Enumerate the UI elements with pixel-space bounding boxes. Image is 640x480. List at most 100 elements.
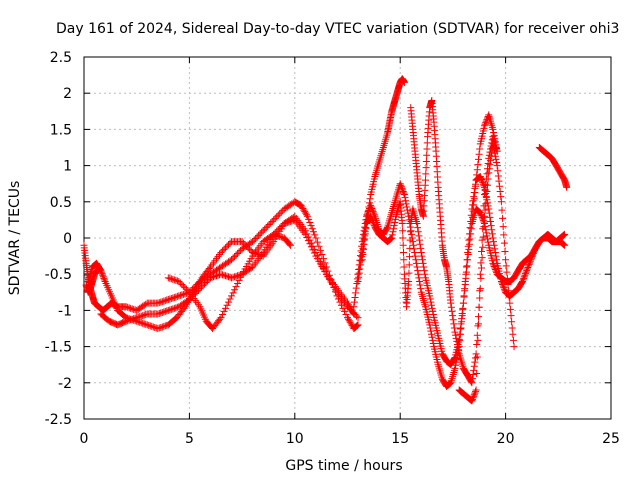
data-point (223, 242, 231, 250)
data-point (301, 208, 309, 216)
data-point (458, 310, 466, 318)
data-point (452, 331, 460, 339)
data-point (158, 298, 166, 306)
data-point (486, 148, 494, 156)
data-point (154, 310, 162, 318)
data-point (560, 241, 568, 249)
data-point (158, 323, 166, 331)
data-point (493, 144, 501, 152)
data-point (178, 281, 186, 289)
data-point (179, 290, 187, 298)
data-point (223, 272, 231, 280)
data-point (306, 240, 314, 248)
data-point (125, 304, 133, 312)
data-point (299, 205, 307, 213)
data-point (246, 245, 254, 253)
data-point (362, 220, 370, 228)
data-point (399, 227, 407, 235)
data-point (416, 240, 424, 248)
data-point (361, 223, 369, 231)
data-point (414, 228, 422, 236)
x-tick-label: 0 (80, 431, 89, 447)
data-point (423, 151, 431, 159)
data-point (370, 209, 378, 217)
data-point (490, 262, 498, 270)
data-point (298, 203, 306, 211)
data-point (477, 174, 485, 182)
data-point (478, 212, 486, 220)
data-point (476, 209, 484, 217)
data-point (520, 274, 528, 282)
data-point (466, 235, 474, 243)
data-point (478, 176, 486, 184)
data-point (155, 299, 163, 307)
data-point (499, 214, 507, 222)
y-tick-label: -1 (58, 303, 72, 319)
data-point (500, 231, 508, 239)
data-point (367, 214, 375, 222)
data-point (495, 177, 503, 185)
x-axis-label: GPS time / hours (285, 458, 402, 474)
data-point (280, 220, 288, 228)
data-point (422, 164, 430, 172)
data-point (220, 271, 228, 279)
data-point (405, 261, 413, 269)
data-point (473, 341, 481, 349)
data-point (488, 226, 496, 234)
data-point (350, 303, 358, 311)
data-point (364, 207, 372, 215)
data-point (478, 254, 486, 262)
y-tick-label: 0.5 (50, 195, 72, 211)
data-point (497, 193, 505, 201)
data-point (426, 292, 434, 300)
data-point (523, 267, 531, 275)
data-point (311, 231, 319, 239)
data-point (465, 240, 473, 248)
data-point (487, 222, 495, 230)
data-point (208, 273, 216, 281)
data-point (496, 187, 504, 195)
data-point (355, 273, 363, 281)
data-point (397, 181, 405, 189)
data-point (508, 318, 516, 326)
data-point (449, 312, 457, 320)
data-point (524, 262, 532, 270)
data-point (481, 122, 489, 130)
data-point (219, 311, 227, 319)
data-point (469, 207, 477, 215)
data-point (461, 287, 469, 295)
x-tick-label: 20 (497, 431, 515, 447)
data-point (494, 172, 502, 180)
data-point (247, 264, 255, 272)
data-point (456, 325, 464, 333)
data-point (418, 252, 426, 260)
data-point (406, 236, 414, 244)
data-point (169, 294, 177, 302)
data-point (468, 397, 476, 405)
data-point (232, 251, 240, 259)
data-point (411, 252, 419, 260)
data-point (400, 191, 408, 199)
data-point (287, 241, 295, 249)
data-point (229, 273, 237, 281)
data-point (462, 268, 470, 276)
data-point (136, 313, 144, 321)
data-point (252, 235, 260, 243)
data-point (500, 285, 508, 293)
data-point (137, 312, 145, 320)
data-point (467, 225, 475, 233)
data-point (285, 218, 293, 226)
data-point (222, 244, 230, 252)
data-point (351, 293, 359, 301)
data-point (484, 235, 492, 243)
data-point (482, 226, 490, 234)
data-point (481, 212, 489, 220)
x-tick-label: 15 (391, 431, 409, 447)
data-point (345, 317, 353, 325)
data-point (170, 293, 178, 301)
data-point (491, 248, 499, 256)
data-point (354, 314, 362, 322)
data-point (361, 230, 369, 238)
data-point (345, 304, 353, 312)
data-point (288, 217, 296, 225)
